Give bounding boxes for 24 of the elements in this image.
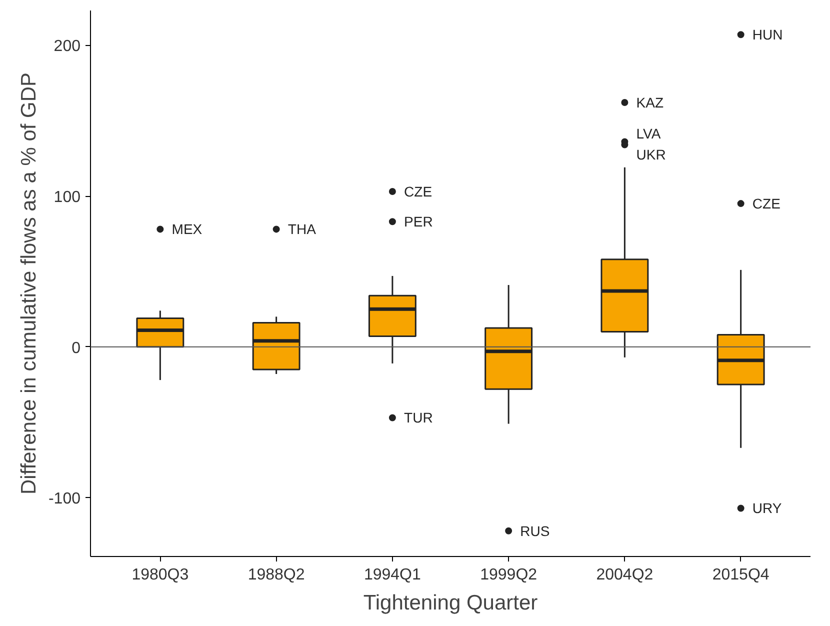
x-axis-title: Tightening Quarter [363, 592, 538, 614]
x-tick-label: 1980Q3 [132, 566, 189, 584]
y-tick-label: 200 [54, 38, 81, 56]
x-tick-label: 2015Q4 [712, 566, 770, 584]
x-tick-label: 1999Q2 [480, 566, 538, 584]
y-tick-label: -100 [48, 490, 81, 508]
annotation: PER [404, 214, 433, 230]
annotation: CZE [404, 183, 432, 200]
x-tick-label: 1994Q1 [364, 566, 422, 584]
annotation: RUS [520, 522, 550, 539]
annotation: HUN [752, 26, 783, 43]
annotation: MEX [172, 221, 203, 238]
annotation: LVA [636, 126, 662, 142]
annotation: UKR [636, 146, 666, 163]
annotation: TUR [404, 410, 433, 426]
x-tick-label: 1988Q2 [248, 566, 305, 584]
annotation: KAZ [636, 94, 664, 111]
x-tick-label: 2004Q2 [596, 566, 654, 584]
annotation: THA [288, 221, 317, 238]
y-tick-label: 100 [54, 189, 81, 206]
y-axis-title: Difference in cumulative flows as a % of GDP [17, 72, 40, 495]
annotation: CZE [752, 196, 780, 212]
annotation: URY [752, 500, 782, 516]
y-tick-label: 0 [72, 340, 81, 357]
